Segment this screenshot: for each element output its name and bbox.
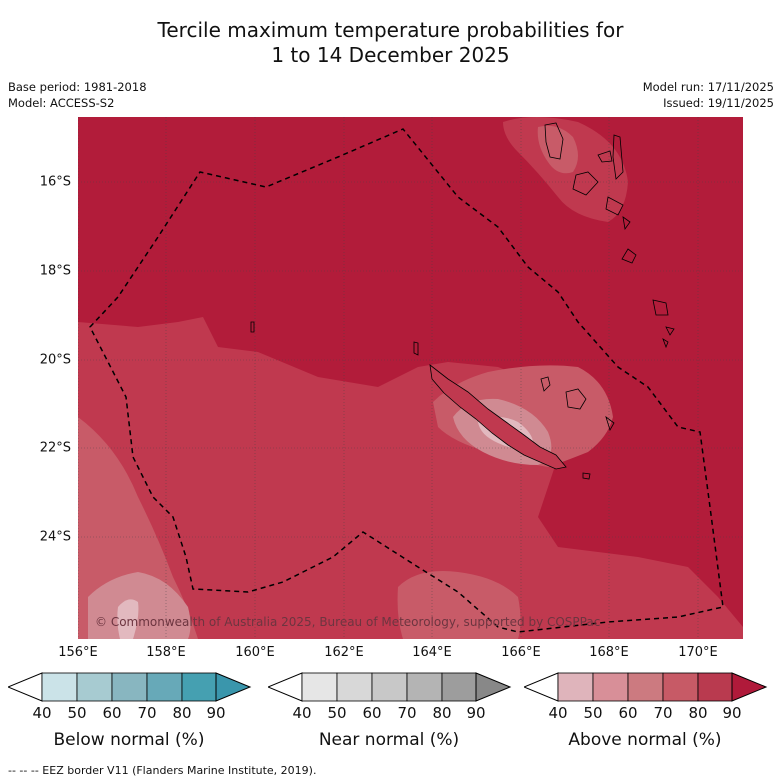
loyalty-islands: [540, 376, 615, 432]
colorbar-near-normal-bar: [266, 672, 512, 702]
probability-map: © Commonwealth of Australia 2025, Bureau…: [78, 117, 743, 639]
islet-south: [582, 472, 591, 480]
cbar-near-tick: 50: [327, 704, 347, 722]
lat-label-20s: 20°S: [39, 352, 71, 368]
cbar-above-under: [522, 672, 559, 702]
issued-date: Issued: 19/11/2025: [663, 96, 774, 110]
cbar-below-seg-5: [181, 672, 217, 702]
cbar-above-seg-2: [592, 672, 629, 702]
cbar-below-tick: 70: [137, 704, 157, 722]
cbar-near-seg-4: [406, 672, 443, 702]
eez-footnote: -- -- -- EEZ border V11 (Flanders Marine…: [8, 764, 317, 777]
cbar-above-seg-4: [662, 672, 699, 702]
base-period: Base period: 1981-2018: [8, 80, 147, 94]
lon-label-162e: 162°E: [324, 645, 364, 660]
colorbar-near-normal: [266, 672, 512, 706]
lat-label-22s: 22°S: [39, 440, 71, 456]
colorbar-above-label: Above normal (%): [568, 730, 722, 750]
cbar-below-seg-3: [111, 672, 148, 702]
cbar-below-tick: 50: [67, 704, 87, 722]
lat-label-18s: 18°S: [39, 263, 71, 279]
cbar-near-seg-2: [336, 672, 373, 702]
meta-left: Base period: 1981-2018 Model: ACCESS-S2: [8, 79, 147, 111]
cbar-near-tick: 40: [292, 704, 312, 722]
above-normal-50-60-region-vanuatu: [537, 125, 578, 174]
lat-label-24s: 24°S: [39, 529, 71, 545]
model-name: Model: ACCESS-S2: [8, 96, 115, 110]
cbar-above-tick: 40: [548, 704, 568, 722]
cbar-near-tick: 70: [397, 704, 417, 722]
lon-label-160e: 160°E: [235, 645, 275, 660]
cbar-below-tick: 90: [206, 704, 226, 722]
colorbar-below-normal: [6, 672, 252, 706]
lon-label-156e: 156°E: [58, 645, 98, 660]
cbar-above-tick: 50: [583, 704, 603, 722]
chart-title: Tercile maximum temperature probabilitie…: [0, 18, 781, 68]
islet-west: [250, 321, 419, 356]
cbar-above-over: [731, 672, 768, 702]
cbar-below-tick: 80: [172, 704, 192, 722]
cbar-above-tick: 70: [653, 704, 673, 722]
new-caledonia-island: [429, 364, 567, 470]
cbar-below-over: [215, 672, 252, 702]
title-line-1: Tercile maximum temperature probabilitie…: [157, 18, 624, 42]
colorbar-below-label: Below normal (%): [53, 730, 205, 750]
cbar-near-seg-1: [301, 672, 338, 702]
model-run: Model run: 17/11/2025: [642, 80, 774, 94]
cbar-below-seg-1: [41, 672, 78, 702]
lon-label-164e: 164°E: [412, 645, 452, 660]
cbar-below-seg-4: [146, 672, 183, 702]
above-normal-40-50-region-sw: [117, 599, 139, 639]
cbar-near-seg-3: [371, 672, 408, 702]
map-gridlines: [78, 117, 743, 639]
cbar-near-tick: 60: [362, 704, 382, 722]
cbar-above-tick: 90: [722, 704, 742, 722]
map-canvas: © Commonwealth of Australia 2025, Bureau…: [78, 117, 743, 639]
title-line-2: 1 to 14 December 2025: [271, 43, 510, 67]
map-copyright: © Commonwealth of Australia 2025, Bureau…: [95, 615, 600, 629]
colorbar-below-normal-bar: [6, 672, 252, 702]
vanuatu-islands: [544, 122, 675, 349]
cbar-near-tick: 90: [466, 704, 486, 722]
cbar-below-under: [6, 672, 43, 702]
cbar-below-tick: 40: [32, 704, 52, 722]
cbar-near-under: [266, 672, 303, 702]
cbar-above-seg-3: [627, 672, 664, 702]
cbar-near-seg-5: [441, 672, 477, 702]
cbar-above-seg-1: [557, 672, 594, 702]
cbar-above-tick: 60: [618, 704, 638, 722]
above-normal-60-70-region-south: [397, 571, 521, 639]
lon-label-158e: 158°E: [146, 645, 186, 660]
meta-right: Model run: 17/11/2025 Issued: 19/11/2025: [643, 79, 774, 111]
colorbar-above-ticks: 40 50 60 70 80 90: [524, 704, 768, 724]
cbar-near-over: [475, 672, 512, 702]
colorbar-above-normal-bar: [522, 672, 768, 702]
lon-label-168e: 168°E: [589, 645, 629, 660]
colorbar-above-normal: [522, 672, 768, 706]
lat-label-16s: 16°S: [39, 174, 71, 190]
colorbar-below-ticks: 40 50 60 70 80 90: [8, 704, 252, 724]
cbar-near-tick: 80: [432, 704, 452, 722]
cbar-below-tick: 60: [102, 704, 122, 722]
cbar-above-tick: 80: [688, 704, 708, 722]
lon-label-170e: 170°E: [678, 645, 718, 660]
colorbar-near-ticks: 40 50 60 70 80 90: [268, 704, 512, 724]
cbar-below-seg-2: [76, 672, 113, 702]
colorbar-near-label: Near normal (%): [318, 730, 460, 750]
lon-label-166e: 166°E: [501, 645, 541, 660]
cbar-above-seg-5: [697, 672, 733, 702]
above-normal-50-60-region-sw: [88, 572, 191, 639]
eez-border: [89, 128, 724, 633]
